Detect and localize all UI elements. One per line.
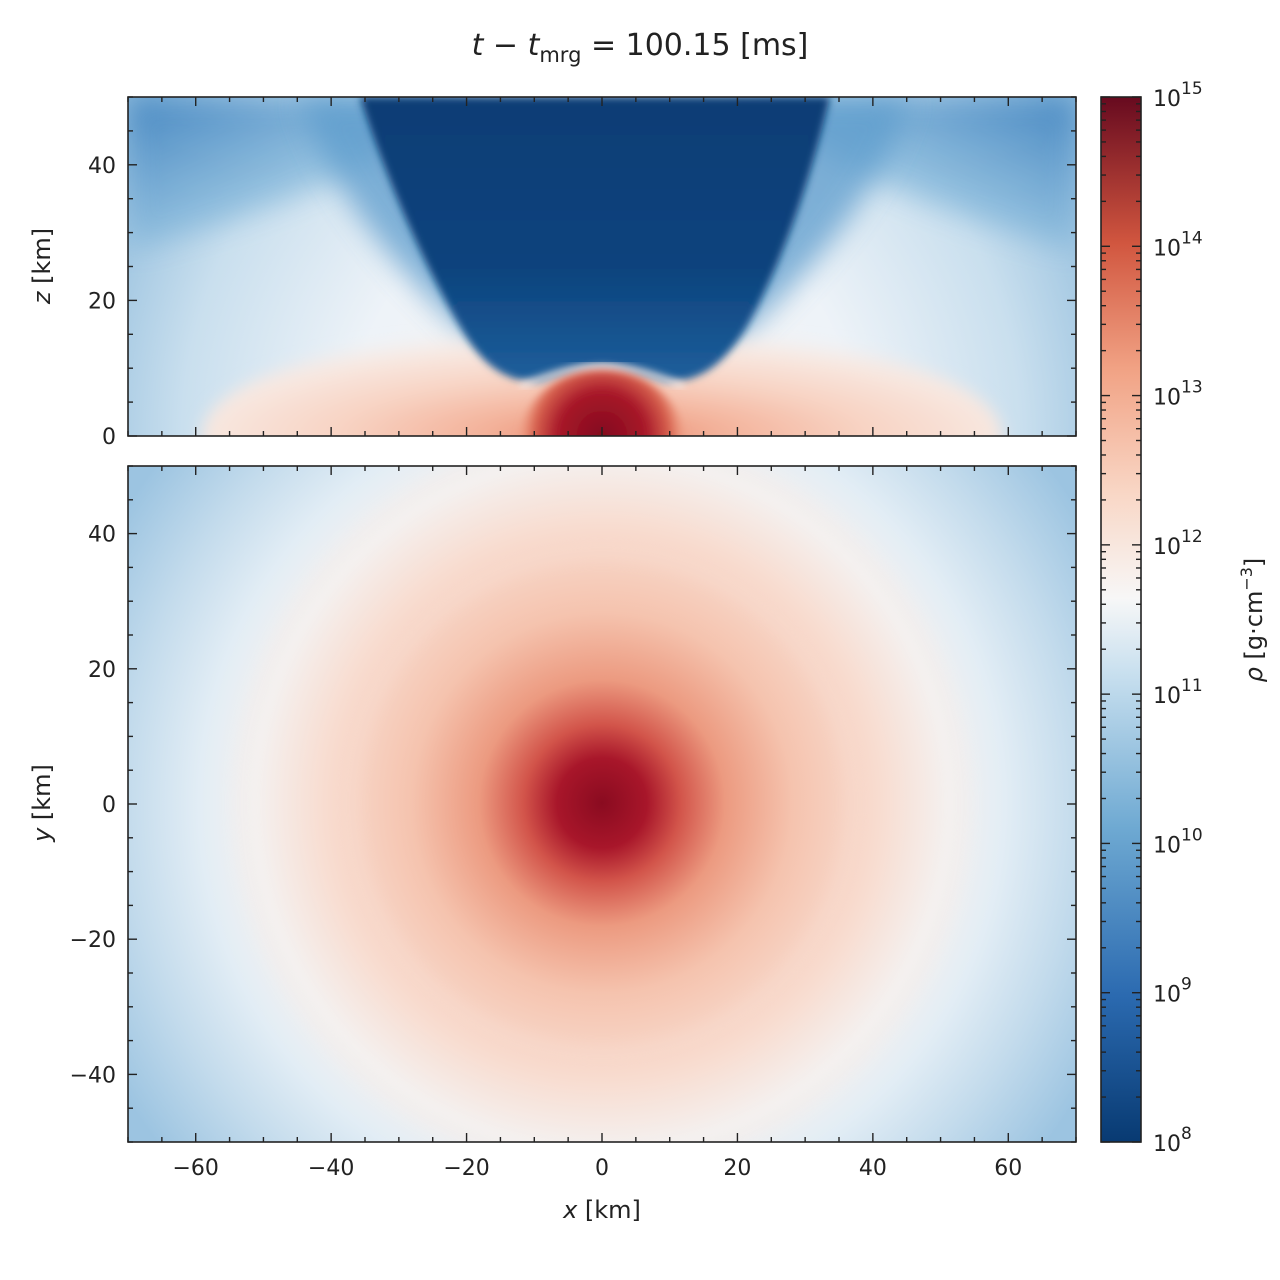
colorbar-tick-labels: 108 109 1010 1011 1012 1013 1014 1015 [1153,79,1203,1157]
equatorial-density-field [128,466,1076,1142]
x-tick-label: 20 [723,1156,751,1181]
colorbar-tick-label: 1012 [1153,527,1203,560]
equatorial-x-tick-labels: −60 −40 −20 0 20 40 60 [172,1156,1022,1181]
meridional-panel: 0 20 40 z [km] [28,96,1077,450]
y-tick-label: 0 [102,793,116,818]
colorbar-tick-label: 1013 [1153,378,1203,411]
x-tick-label: 40 [859,1156,887,1181]
z-tick-label: 40 [88,154,116,179]
y-tick-label: −40 [70,1063,116,1088]
x-tick-label: 60 [994,1156,1022,1181]
equatorial-panel: −40 −20 0 20 40 −60 −40 −20 0 20 40 60 y [km] x [k… [28,465,1077,1224]
colorbar-label: ρ [g·cm−3] [1237,558,1268,683]
y-tick-label: −20 [70,928,116,953]
x-tick-label: 0 [595,1156,609,1181]
colorbar-tick-label: 109 [1153,975,1192,1008]
colorbar: 108 109 1010 1011 1012 1013 1014 1015 ρ [g·cm−3… [1100,79,1268,1157]
x-tick-label: −20 [443,1156,489,1181]
meridional-y-axis-label: z [km] [28,228,56,305]
z-tick-label: 0 [102,425,116,450]
x-tick-label: −40 [308,1156,354,1181]
y-tick-label: 40 [88,523,116,548]
equatorial-ticks [127,465,1077,1143]
colorbar-tick-label: 1014 [1153,228,1203,261]
z-tick-label: 20 [88,289,116,314]
equatorial-y-tick-labels: −40 −20 0 20 40 [70,523,116,1089]
x-tick-label: −60 [172,1156,218,1181]
chart-title: t − tmrg = 100.15 [ms] [472,28,809,67]
meridional-density-field [128,97,1076,436]
colorbar-frame [1100,96,1142,1143]
equatorial-y-axis-label: y [km] [28,764,56,843]
colorbar-gradient [1101,97,1141,1142]
meridional-y-tick-labels: 0 20 40 [88,154,116,450]
colorbar-ticks [1101,96,1141,1143]
x-axis-label: x [km] [562,1196,641,1224]
colorbar-tick-label: 1015 [1153,79,1203,112]
colorbar-tick-label: 1010 [1153,825,1203,858]
colorbar-tick-label: 1011 [1153,676,1203,709]
y-tick-label: 20 [88,658,116,683]
meridional-ticks [127,96,1077,437]
colorbar-tick-label: 108 [1153,1124,1192,1157]
